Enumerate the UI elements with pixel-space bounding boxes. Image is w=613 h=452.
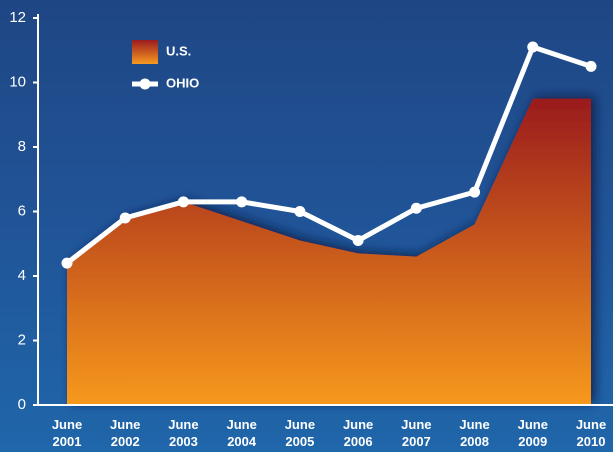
x-tick-label: June 2004	[226, 417, 257, 449]
line	[65, 44, 592, 266]
legend-swatch	[132, 40, 158, 64]
y-tick-label: 2	[18, 331, 26, 348]
legend-label: U.S.	[166, 43, 191, 58]
x-tick-label: June 2006	[342, 417, 374, 449]
x-tick-label: June 2001	[51, 417, 83, 449]
point	[469, 186, 481, 198]
x-tick-label: June 2010	[575, 417, 607, 449]
y-tick-label: 4	[18, 267, 26, 284]
point	[119, 212, 131, 224]
point	[61, 257, 73, 269]
y-tick-label: 6	[18, 202, 26, 219]
point	[410, 202, 422, 214]
point	[236, 196, 248, 208]
point	[585, 60, 597, 72]
x-tick-label: June 2005	[284, 417, 316, 449]
area	[67, 98, 591, 405]
point	[527, 41, 539, 53]
legend-label: OHIO	[166, 75, 199, 90]
y-tick-label: 10	[9, 73, 26, 90]
x-tick-label: June 2003	[168, 417, 199, 449]
legend-marker	[139, 78, 151, 90]
point	[352, 235, 364, 247]
y-tick-label: 8	[18, 138, 26, 155]
point	[294, 206, 306, 217]
x-tick-label: June 2008	[459, 417, 490, 449]
x-tick-label: June 2009	[517, 417, 548, 449]
x-tick-label: June 2007	[401, 417, 432, 449]
y-tick-label: 0	[18, 396, 26, 413]
y-tick-label: 12	[9, 9, 26, 26]
x-tick-label: June 2002	[110, 417, 141, 449]
point	[177, 196, 189, 208]
